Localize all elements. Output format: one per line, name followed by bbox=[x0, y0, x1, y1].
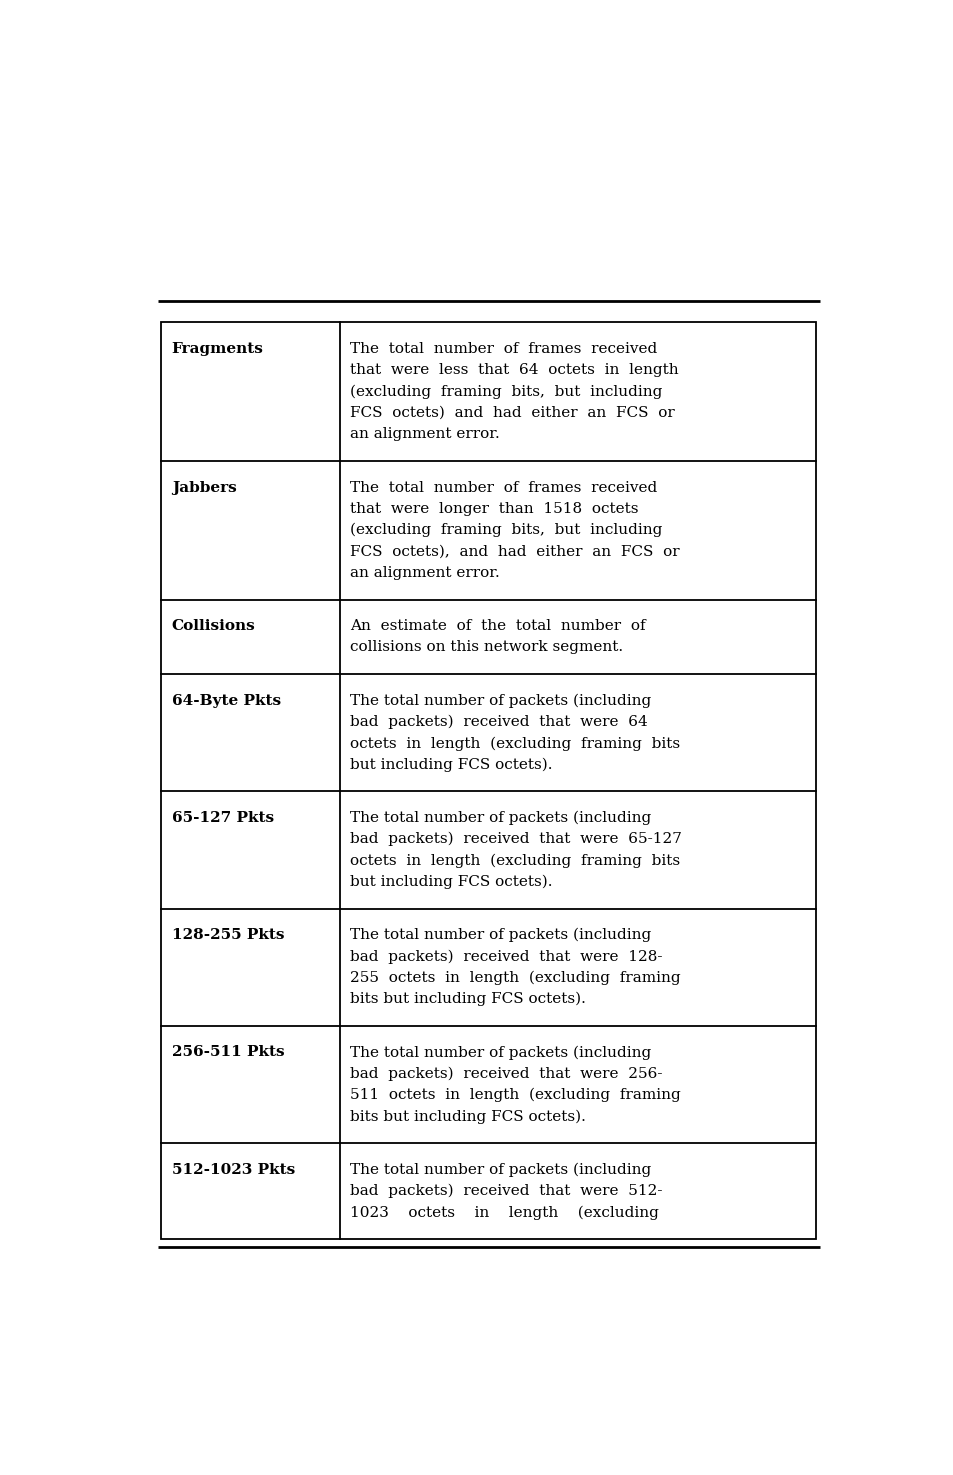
Text: The  total  number  of  frames  received: The total number of frames received bbox=[350, 481, 657, 494]
Text: The total number of packets (including: The total number of packets (including bbox=[350, 928, 651, 943]
Text: bad  packets)  received  that  were  512-: bad packets) received that were 512- bbox=[350, 1184, 661, 1198]
Text: 64-Byte Pkts: 64-Byte Pkts bbox=[172, 693, 280, 708]
Text: bits but including FCS octets).: bits but including FCS octets). bbox=[350, 1109, 585, 1124]
Text: 512-1023 Pkts: 512-1023 Pkts bbox=[172, 1162, 294, 1177]
Text: The  total  number  of  frames  received: The total number of frames received bbox=[350, 342, 657, 355]
Text: 511  octets  in  length  (excluding  framing: 511 octets in length (excluding framing bbox=[350, 1089, 679, 1102]
Text: Collisions: Collisions bbox=[172, 620, 255, 633]
Text: 256-511 Pkts: 256-511 Pkts bbox=[172, 1046, 284, 1059]
Text: Jabbers: Jabbers bbox=[172, 481, 236, 494]
Text: bits but including FCS octets).: bits but including FCS octets). bbox=[350, 993, 585, 1006]
Text: 1023    octets    in    length    (excluding: 1023 octets in length (excluding bbox=[350, 1205, 659, 1220]
Text: Fragments: Fragments bbox=[172, 342, 263, 355]
Text: (excluding  framing  bits,  but  including: (excluding framing bits, but including bbox=[350, 385, 661, 398]
Text: bad  packets)  received  that  were  256-: bad packets) received that were 256- bbox=[350, 1066, 661, 1081]
Text: octets  in  length  (excluding  framing  bits: octets in length (excluding framing bits bbox=[350, 854, 679, 867]
Text: 255  octets  in  length  (excluding  framing: 255 octets in length (excluding framing bbox=[350, 971, 679, 985]
Text: but including FCS octets).: but including FCS octets). bbox=[350, 758, 552, 771]
Text: 65-127 Pkts: 65-127 Pkts bbox=[172, 811, 274, 825]
Text: The total number of packets (including: The total number of packets (including bbox=[350, 693, 651, 708]
Text: The total number of packets (including: The total number of packets (including bbox=[350, 1162, 651, 1177]
Text: 128-255 Pkts: 128-255 Pkts bbox=[172, 928, 284, 943]
Text: bad  packets)  received  that  were  128-: bad packets) received that were 128- bbox=[350, 950, 661, 963]
Text: collisions on this network segment.: collisions on this network segment. bbox=[350, 640, 622, 655]
Text: bad  packets)  received  that  were  64: bad packets) received that were 64 bbox=[350, 715, 647, 729]
Text: FCS  octets)  and  had  either  an  FCS  or: FCS octets) and had either an FCS or bbox=[350, 406, 674, 420]
Text: that  were  less  that  64  octets  in  length: that were less that 64 octets in length bbox=[350, 363, 678, 378]
Text: (excluding  framing  bits,  but  including: (excluding framing bits, but including bbox=[350, 524, 661, 537]
Text: octets  in  length  (excluding  framing  bits: octets in length (excluding framing bits bbox=[350, 736, 679, 751]
Text: an alignment error.: an alignment error. bbox=[350, 566, 499, 580]
Text: but including FCS octets).: but including FCS octets). bbox=[350, 875, 552, 889]
Bar bbox=[161, 323, 816, 1239]
Text: bad  packets)  received  that  were  65-127: bad packets) received that were 65-127 bbox=[350, 832, 681, 847]
Text: FCS  octets),  and  had  either  an  FCS  or: FCS octets), and had either an FCS or bbox=[350, 544, 679, 559]
Text: an alignment error.: an alignment error. bbox=[350, 428, 499, 441]
Text: that  were  longer  than  1518  octets: that were longer than 1518 octets bbox=[350, 502, 638, 516]
Text: The total number of packets (including: The total number of packets (including bbox=[350, 1046, 651, 1059]
Text: The total number of packets (including: The total number of packets (including bbox=[350, 811, 651, 825]
Text: An  estimate  of  the  total  number  of: An estimate of the total number of bbox=[350, 620, 645, 633]
